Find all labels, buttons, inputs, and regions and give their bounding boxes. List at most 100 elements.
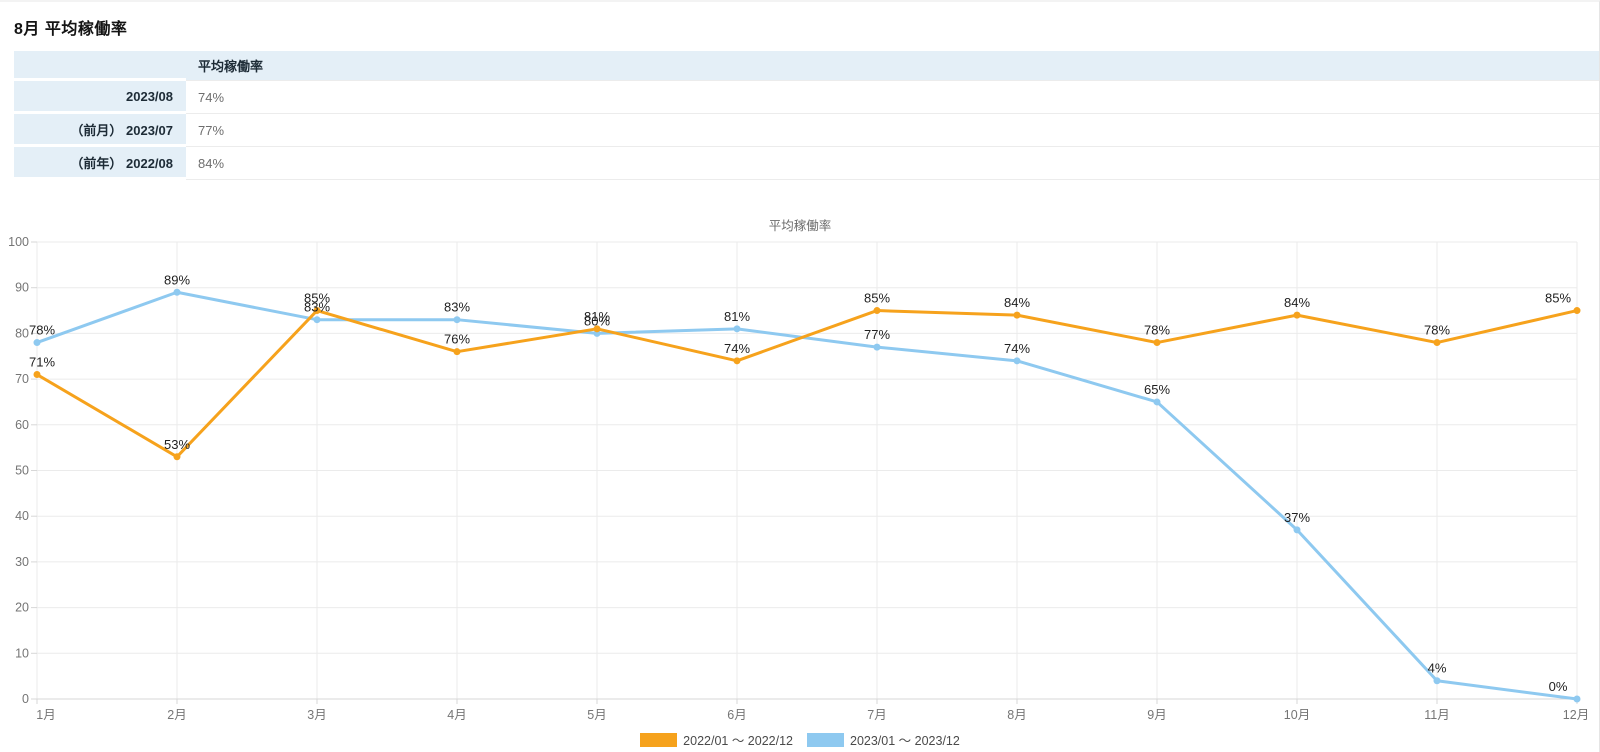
data-point	[1293, 311, 1301, 319]
data-point	[1433, 339, 1441, 347]
y-axis-label: 90	[15, 281, 29, 295]
data-label: 65%	[1144, 382, 1170, 397]
table-header-row: 平均稼働率	[14, 51, 1599, 81]
chart-legend: 2022/01 ～ 2022/12 2023/01 ～ 2023/12	[0, 730, 1599, 749]
data-label: 80%	[584, 313, 610, 328]
table-row: 2023/08 74%	[14, 81, 1599, 114]
table-row: （前月） 2023/07 77%	[14, 114, 1599, 147]
y-axis-label: 30	[15, 555, 29, 569]
data-point	[33, 371, 41, 379]
data-point	[1153, 398, 1161, 406]
y-axis-label: 80	[15, 326, 29, 340]
x-axis-label: 8月	[1007, 708, 1026, 722]
table-cell-value: 77%	[186, 114, 1599, 147]
y-axis-label: 60	[15, 418, 29, 432]
data-label: 83%	[444, 300, 470, 315]
y-axis-label: 70	[15, 372, 29, 386]
table-row-label: （前年） 2022/08	[14, 147, 186, 180]
data-point	[1433, 677, 1441, 685]
y-axis-label: 40	[15, 509, 29, 523]
y-axis-label: 20	[15, 601, 29, 615]
data-label: 78%	[29, 323, 55, 338]
data-label: 76%	[444, 332, 470, 347]
data-point	[313, 316, 321, 324]
x-axis-label: 12月	[1563, 708, 1589, 722]
series-line	[35, 290, 1579, 701]
utilization-line-chart: 平均稼働率 1月 2月 3月 4月 5月 6月 7月 8月 9月 10月 11月 12月 0 10 20 30 4…	[0, 207, 1599, 749]
data-label: 37%	[1284, 510, 1310, 525]
page-title: 8月 平均稼働率	[14, 21, 128, 38]
data-point	[593, 325, 601, 333]
row-label-prefix: （前年）	[70, 155, 123, 171]
data-label: 85%	[304, 291, 330, 306]
data-label: 4%	[1428, 661, 1447, 676]
data-point	[873, 307, 881, 315]
x-axis-label: 7月	[867, 708, 886, 722]
data-point	[173, 453, 181, 461]
data-label: 77%	[864, 327, 890, 342]
data-label: 84%	[1004, 295, 1030, 310]
data-point	[1153, 339, 1161, 347]
data-point	[1573, 695, 1581, 703]
data-point	[1013, 357, 1021, 365]
data-label: 71%	[29, 355, 55, 370]
data-point	[1013, 311, 1021, 319]
x-axis-label: 6月	[727, 708, 746, 722]
row-label-date: 2023/07	[126, 122, 173, 138]
data-label: 78%	[1144, 323, 1170, 338]
table-row: （前年） 2022/08 84%	[14, 147, 1599, 180]
x-axis-label: 5月	[587, 708, 606, 722]
x-axis-label: 4月	[447, 708, 466, 722]
data-point	[173, 288, 181, 296]
legend-item[interactable]: 2022/01 ～ 2022/12	[640, 730, 793, 749]
data-label: 78%	[1424, 323, 1450, 338]
data-point	[1293, 526, 1301, 534]
y-axis-label: 50	[15, 464, 29, 478]
table-header-value-cell: 平均稼働率	[186, 51, 1599, 81]
data-label: 85%	[864, 291, 890, 306]
chart-title: 平均稼働率	[769, 218, 832, 233]
legend-swatch	[807, 732, 844, 747]
x-axis-label: 11月	[1424, 708, 1449, 722]
data-point	[453, 316, 461, 324]
data-point	[873, 343, 881, 351]
data-point	[733, 357, 741, 365]
table-cell-value: 74%	[186, 81, 1599, 114]
table-header-empty-cell	[14, 51, 186, 81]
series-line	[35, 309, 1579, 459]
data-label: 85%	[1545, 291, 1571, 306]
data-label: 81%	[584, 309, 610, 324]
legend-item[interactable]: 2023/01 ～ 2023/12	[807, 730, 960, 749]
data-point	[33, 339, 41, 347]
data-label: 0%	[1549, 679, 1568, 694]
x-axis-label: 1月	[36, 708, 55, 722]
table-row-label: 2023/08	[14, 81, 186, 114]
legend-label: 2022/01 ～ 2022/12	[683, 734, 793, 748]
data-label: 81%	[724, 309, 750, 324]
data-label: 74%	[724, 341, 750, 356]
data-label: 53%	[164, 437, 190, 452]
y-axis-label: 10	[15, 646, 29, 660]
data-point	[453, 348, 461, 356]
data-point	[733, 325, 741, 333]
x-axis-label: 2月	[167, 708, 186, 722]
table-cell-value: 84%	[186, 147, 1599, 180]
x-axis-label: 3月	[307, 708, 326, 722]
legend-swatch	[640, 732, 678, 747]
row-label-date: 2023/08	[126, 88, 173, 104]
summary-table: 平均稼働率 2023/08 74% （前月） 2023/07 77% （	[14, 51, 1599, 180]
table-row-label: （前月） 2023/07	[14, 114, 186, 147]
y-axis-label: 0	[22, 692, 29, 706]
x-axis-label: 9月	[1147, 708, 1166, 722]
row-label-prefix: （前月）	[70, 122, 123, 138]
legend-label: 2023/01 ～ 2023/12	[850, 734, 960, 748]
data-point	[1573, 307, 1581, 315]
data-point	[313, 307, 321, 315]
data-label: 89%	[164, 272, 190, 287]
y-axis-label: 100	[8, 235, 29, 249]
row-label-date: 2022/08	[126, 155, 173, 171]
x-axis-label: 10月	[1284, 708, 1310, 722]
chart-canvas: 平均稼働率 1月 2月 3月 4月 5月 6月 7月 8月 9月 10月 11月 12月 0 10 20 30 4…	[8, 218, 1589, 722]
data-label: 84%	[1284, 295, 1310, 310]
